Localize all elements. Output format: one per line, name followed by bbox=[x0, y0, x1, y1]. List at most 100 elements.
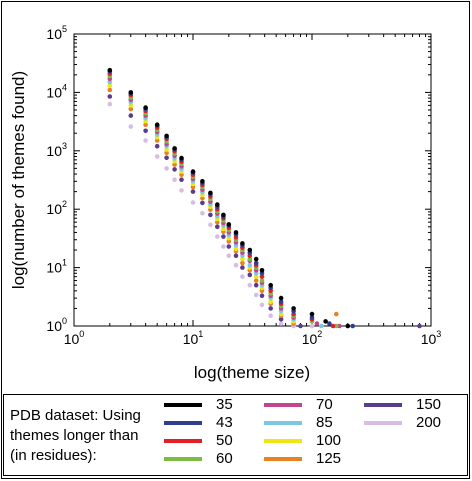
data-point-series-85 bbox=[107, 79, 113, 85]
data-point-series-35 bbox=[143, 105, 148, 110]
data-point-series-150 bbox=[233, 253, 239, 258]
data-point-series-125 bbox=[226, 239, 232, 244]
legend-swatch bbox=[264, 439, 302, 443]
data-point-series-125 bbox=[164, 150, 169, 156]
legend-label: 150 bbox=[416, 396, 442, 413]
data-point-series-200 bbox=[164, 166, 169, 171]
data-point-series-35 bbox=[179, 155, 184, 161]
data-point-series-200 bbox=[240, 274, 245, 279]
data-point-series-100 bbox=[164, 147, 169, 152]
legend-swatch bbox=[164, 421, 202, 425]
scatter-plot: 100 101 102 103 104 105 100 101 102 103 log(them… bbox=[9, 24, 442, 382]
data-point-series-150 bbox=[143, 128, 148, 134]
data-point-series-150 bbox=[417, 323, 422, 329]
data-point-series-43 bbox=[253, 260, 259, 266]
data-point-series-43 bbox=[309, 315, 315, 320]
legend-swatch bbox=[164, 439, 202, 443]
data-point-series-35 bbox=[268, 282, 274, 288]
data-point-series-50 bbox=[330, 323, 336, 329]
y-tick-label: 103 bbox=[46, 141, 67, 159]
data-point-series-200 bbox=[143, 138, 148, 143]
data-point-series-200 bbox=[268, 313, 274, 319]
data-point-series-43 bbox=[350, 323, 356, 329]
data-point-series-200 bbox=[226, 253, 232, 258]
data-point-series-200 bbox=[215, 234, 220, 239]
data-point-series-85 bbox=[247, 262, 253, 268]
data-point-series-150 bbox=[190, 189, 196, 194]
data-point-series-150 bbox=[164, 155, 169, 161]
data-point-series-100 bbox=[253, 274, 259, 279]
legend-label: 70 bbox=[316, 396, 333, 413]
data-point-series-35 bbox=[200, 179, 205, 184]
data-point-series-35 bbox=[107, 67, 113, 73]
x-tick-label: 101 bbox=[183, 329, 204, 347]
data-point-series-200 bbox=[221, 244, 226, 249]
data-point-series-150 bbox=[253, 282, 259, 288]
data-points bbox=[107, 67, 422, 329]
data-point-series-150 bbox=[278, 317, 284, 322]
data-point-series-150 bbox=[247, 272, 253, 278]
x-tick-label: 102 bbox=[302, 329, 323, 347]
y-tick-label: 104 bbox=[46, 82, 67, 100]
data-point-series-125 bbox=[128, 106, 134, 112]
data-point-series-150 bbox=[154, 143, 160, 149]
data-point-series-200 bbox=[208, 222, 213, 228]
data-point-series-35 bbox=[128, 90, 134, 95]
data-point-series-150 bbox=[128, 113, 134, 118]
legend-title: PDB dataset: Using themes longer than (i… bbox=[10, 407, 141, 464]
data-point-series-125 bbox=[240, 260, 245, 266]
data-point-series-125 bbox=[334, 311, 339, 317]
data-point-series-125 bbox=[143, 122, 148, 127]
data-point-series-150 bbox=[215, 224, 220, 230]
x-tick-label: 103 bbox=[421, 329, 442, 347]
legend-label: 43 bbox=[216, 414, 233, 431]
data-point-series-125 bbox=[172, 162, 177, 167]
data-point-series-200 bbox=[128, 124, 134, 129]
data-point-series-100 bbox=[233, 246, 239, 252]
data-point-series-35 bbox=[253, 256, 259, 262]
x-axis-label: log(theme size) bbox=[194, 363, 310, 382]
data-point-series-100 bbox=[128, 103, 134, 108]
legend-label: 200 bbox=[416, 414, 442, 431]
data-point-series-125 bbox=[107, 87, 113, 93]
legend: PDB dataset: Using themes longer than (i… bbox=[3, 394, 468, 476]
data-point-series-35 bbox=[247, 247, 253, 253]
data-point-series-35 bbox=[164, 133, 169, 139]
data-point-series-35 bbox=[259, 268, 265, 273]
legend-swatch bbox=[164, 457, 202, 461]
data-point-series-150 bbox=[107, 94, 113, 99]
data-point-series-200 bbox=[247, 282, 253, 288]
data-point-series-35 bbox=[190, 169, 196, 174]
data-point-series-35 bbox=[154, 122, 160, 127]
data-point-series-35 bbox=[309, 311, 315, 317]
data-point-series-200 bbox=[233, 262, 239, 268]
y-axis-label: log(number of themes found) bbox=[9, 71, 28, 289]
data-point-series-200 bbox=[200, 211, 205, 216]
legend-label: 60 bbox=[216, 450, 233, 467]
legend-swatch bbox=[364, 421, 402, 425]
data-point-series-150 bbox=[172, 167, 177, 172]
data-point-series-60 bbox=[247, 256, 253, 262]
y-tick-label: 100 bbox=[46, 316, 67, 334]
data-point-series-200 bbox=[309, 323, 315, 329]
data-point-series-35 bbox=[323, 319, 328, 324]
x-tick-label: 100 bbox=[64, 329, 85, 347]
data-point-series-35 bbox=[345, 323, 351, 329]
plot-area bbox=[73, 33, 432, 327]
y-tick-label: 105 bbox=[46, 24, 67, 42]
data-point-series-100 bbox=[240, 256, 245, 262]
data-point-series-85 bbox=[319, 323, 324, 329]
data-point-series-200 bbox=[179, 188, 184, 193]
data-point-series-35 bbox=[240, 241, 245, 246]
legend-swatch bbox=[264, 421, 302, 425]
data-point-series-60 bbox=[259, 278, 265, 283]
data-point-series-50 bbox=[259, 274, 265, 279]
data-point-series-125 bbox=[215, 219, 220, 225]
data-point-series-200 bbox=[259, 302, 265, 308]
legend-label: 85 bbox=[316, 414, 333, 431]
data-point-series-150 bbox=[298, 323, 303, 329]
x-axis: 100 101 102 103 bbox=[64, 34, 442, 347]
legend-label: 35 bbox=[216, 396, 233, 413]
data-point-series-150 bbox=[200, 200, 205, 206]
data-point-series-200 bbox=[278, 321, 284, 326]
